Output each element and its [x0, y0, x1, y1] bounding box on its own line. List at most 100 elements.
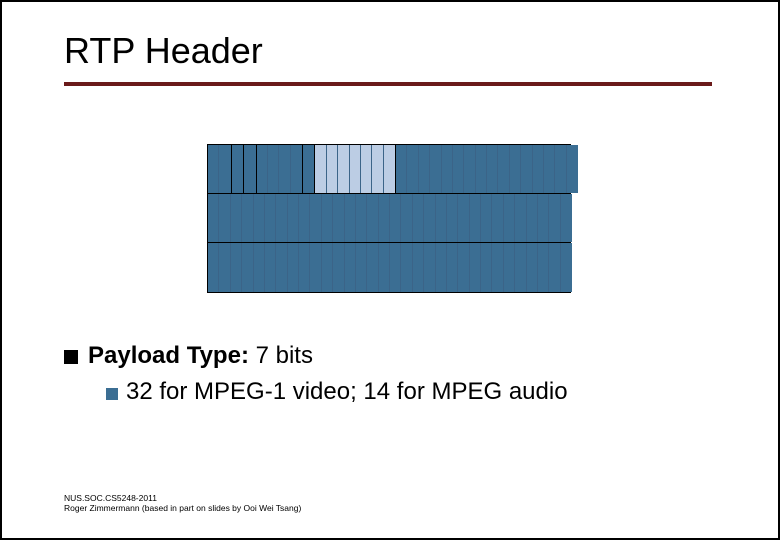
bit-cell	[219, 194, 230, 242]
bit-cell	[356, 243, 367, 292]
bullet-level-2: 32 for MPEG-1 video; 14 for MPEG audio	[106, 378, 724, 406]
bit-cell	[498, 145, 509, 193]
bit-cell	[333, 194, 344, 242]
bit-cell	[315, 145, 326, 193]
bit-cell	[549, 194, 560, 242]
bit-cell	[504, 243, 515, 292]
bit-cell	[436, 243, 447, 292]
bit-cell	[515, 243, 526, 292]
bit-cell	[567, 145, 578, 193]
bit-cell	[424, 194, 435, 242]
footer-line-1: NUS.SOC.CS5248-2011	[64, 493, 301, 504]
diagram-row	[208, 194, 570, 243]
bit-cell	[372, 145, 383, 193]
footer: NUS.SOC.CS5248-2011 Roger Zimmermann (ba…	[64, 493, 301, 514]
bit-cell	[208, 145, 219, 193]
bit-cell	[561, 194, 572, 242]
bit-cell	[538, 243, 549, 292]
bit-cell	[232, 145, 243, 193]
bit-cell	[481, 194, 492, 242]
bit-cell	[291, 145, 302, 193]
bit-cell	[310, 243, 321, 292]
bit-cell	[549, 243, 560, 292]
bit-cell	[533, 145, 544, 193]
bit-cell	[561, 243, 572, 292]
bit-cell	[396, 145, 407, 193]
bit-cell	[492, 243, 503, 292]
bullet-square-icon	[106, 388, 118, 400]
bit-cell	[487, 145, 498, 193]
bit-cell	[407, 145, 418, 193]
bit-cell	[401, 194, 412, 242]
bit-segment	[208, 194, 572, 242]
bit-cell	[458, 194, 469, 242]
bit-segment	[396, 145, 578, 193]
bit-cell	[555, 145, 566, 193]
bit-cell	[322, 194, 333, 242]
bit-cell	[356, 194, 367, 242]
bullet-bold: Payload Type:	[88, 342, 249, 369]
bit-cell	[527, 194, 538, 242]
bit-cell	[458, 243, 469, 292]
bit-cell	[288, 243, 299, 292]
bit-cell	[322, 243, 333, 292]
bit-cell	[299, 194, 310, 242]
bit-cell	[299, 243, 310, 292]
content-area: Payload Type: 7 bits 32 for MPEG-1 video…	[64, 342, 724, 406]
diagram-row	[208, 145, 570, 194]
bit-cell	[276, 194, 287, 242]
bit-cell	[436, 194, 447, 242]
bit-cell	[288, 194, 299, 242]
bit-cell	[470, 243, 481, 292]
bit-cell	[367, 194, 378, 242]
bit-segment	[315, 145, 396, 193]
bit-cell	[303, 145, 314, 193]
bit-segment	[208, 243, 572, 292]
bit-cell	[492, 194, 503, 242]
footer-line-2: Roger Zimmermann (based in part on slide…	[64, 503, 301, 514]
bit-cell	[208, 194, 219, 242]
bit-cell	[265, 194, 276, 242]
bit-cell	[379, 194, 390, 242]
bit-cell	[442, 145, 453, 193]
bit-cell	[390, 194, 401, 242]
bit-cell	[345, 194, 356, 242]
bit-cell	[327, 145, 338, 193]
bit-cell	[544, 145, 555, 193]
bit-cell	[384, 145, 395, 193]
bit-cell	[219, 145, 230, 193]
bit-segment	[303, 145, 315, 193]
slide-title: RTP Header	[64, 30, 778, 72]
bit-cell	[242, 194, 253, 242]
bit-cell	[413, 194, 424, 242]
bit-cell	[219, 243, 230, 292]
bit-cell	[424, 243, 435, 292]
bit-cell	[257, 145, 268, 193]
bit-cell	[231, 243, 242, 292]
bit-cell	[504, 194, 515, 242]
bit-cell	[208, 243, 219, 292]
bit-cell	[367, 243, 378, 292]
bit-cell	[401, 243, 412, 292]
bullet-text: Payload Type: 7 bits	[88, 342, 313, 370]
bit-cell	[447, 194, 458, 242]
bit-segment	[244, 145, 256, 193]
bit-cell	[510, 145, 521, 193]
bit-cell	[338, 145, 349, 193]
bit-cell	[521, 145, 532, 193]
bit-cell	[430, 145, 441, 193]
bit-cell	[254, 194, 265, 242]
bit-segment	[257, 145, 304, 193]
bit-cell	[481, 243, 492, 292]
bit-cell	[268, 145, 279, 193]
diagram-row	[208, 243, 570, 292]
bit-cell	[244, 145, 255, 193]
slide: RTP Header Payload Type: 7 bits 32 for M…	[0, 0, 780, 540]
bit-cell	[310, 194, 321, 242]
bit-cell	[527, 243, 538, 292]
bit-segment	[208, 145, 232, 193]
bit-cell	[538, 194, 549, 242]
bit-cell	[242, 243, 253, 292]
bit-cell	[464, 145, 475, 193]
bit-cell	[419, 145, 430, 193]
